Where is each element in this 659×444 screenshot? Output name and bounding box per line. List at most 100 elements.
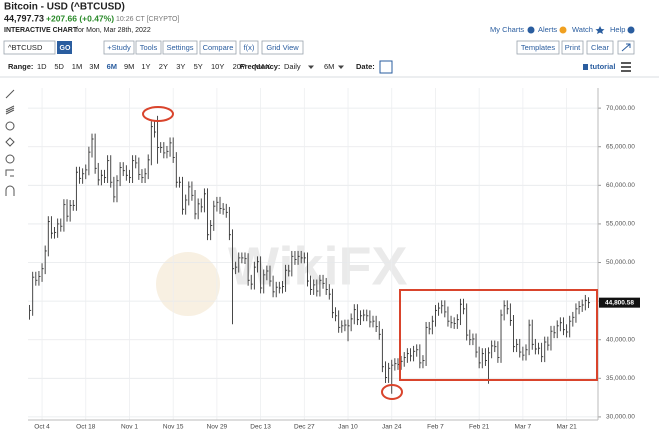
y-tick-label: 55,000.00 <box>606 221 635 228</box>
toolbar-button[interactable] <box>135 40 162 55</box>
go-button[interactable] <box>57 41 72 54</box>
toolbar-button-label: Grid View <box>266 43 299 52</box>
toolbar-button-label: Clear <box>591 43 609 52</box>
y-tick-label: 70,000.00 <box>606 105 635 112</box>
menu-icon[interactable] <box>621 62 631 72</box>
tool-icon <box>5 169 14 177</box>
change: +207.66 (+0.47%) <box>46 13 114 23</box>
highlight-box <box>399 289 598 381</box>
last-price-label: 44,800.58 <box>605 299 634 306</box>
range-bar: Range: 1D 5D 1M 3M 6M 9M 1Y 2Y 3Y 5Y 10Y 20Y MAXFrequ… <box>8 60 631 74</box>
tool-icon <box>5 137 15 147</box>
toolbar-button-label: Print <box>565 43 581 52</box>
y-tick-label: 60,000.00 <box>606 182 635 189</box>
header-links: My Charts Alerts Watch Help <box>490 25 635 34</box>
range-option[interactable]: 20Y <box>233 62 246 71</box>
x-tick-label: Nov 1 <box>121 424 138 431</box>
toolbar-button[interactable] <box>199 40 237 55</box>
range-option[interactable]: 3M <box>89 62 99 71</box>
link-icon <box>527 26 535 34</box>
symbol-text: ^BTCUSD <box>8 43 43 52</box>
toolbar-button[interactable] <box>586 40 614 55</box>
watermark-text: WikiFX <box>228 236 408 296</box>
tutorial-icon <box>583 64 588 70</box>
toolbar-button[interactable] <box>516 40 560 55</box>
range-option[interactable]: 10Y <box>211 62 224 71</box>
y-tick-label: 40,000.00 <box>606 336 635 343</box>
toolbar-button[interactable] <box>261 40 304 55</box>
header-link[interactable]: Watch <box>572 25 593 34</box>
x-tick-label: Mar 7 <box>515 424 532 431</box>
range-option[interactable]: 5D <box>54 62 64 71</box>
header-link[interactable]: My Charts <box>490 25 524 34</box>
tutorial-link[interactable]: tutorial <box>590 62 615 71</box>
tool-icon <box>5 154 15 164</box>
last-price-tag <box>599 297 640 308</box>
link-icon <box>627 26 635 34</box>
toolbar-button-label: Compare <box>203 43 234 52</box>
y-tick-label: 35,000.00 <box>606 375 635 382</box>
x-tick-label: Nov 15 <box>163 424 184 431</box>
x-tick-label: Mar 21 <box>556 424 577 431</box>
dropdown-arrow <box>338 65 344 69</box>
x-tick-label: Oct 18 <box>76 424 96 431</box>
chart-date: for Mon, Mar 28th, 2022 <box>76 27 151 34</box>
dropdown-arrow <box>308 65 314 69</box>
toolbar-button[interactable] <box>239 40 259 55</box>
date-label: Date: <box>356 62 375 71</box>
x-tick-label: Dec 13 <box>250 424 271 431</box>
watermark-logo <box>156 252 220 316</box>
range-option[interactable]: 9M <box>124 62 134 71</box>
period-select[interactable]: 6M <box>324 62 334 71</box>
link-icon <box>595 26 605 34</box>
range-option[interactable]: 1Y <box>141 62 150 71</box>
plot: 30,000.0035,000.0040,000.0045,000.0050,0… <box>28 88 640 431</box>
x-tick-label: Feb 21 <box>469 424 490 431</box>
highlight-ellipse <box>381 384 403 400</box>
range-label: Range: <box>8 62 33 71</box>
symbol-input[interactable] <box>3 40 56 55</box>
x-tick-label: Nov 29 <box>207 424 228 431</box>
range-option[interactable]: 1M <box>72 62 82 71</box>
frequency-label: Frequency: <box>240 62 280 71</box>
toolbar-button[interactable] <box>561 40 584 55</box>
toolbar-button-label: f(x) <box>244 43 255 52</box>
range-option[interactable]: 6M <box>107 62 117 71</box>
y-tick-label: 50,000.00 <box>606 259 635 266</box>
toolbar-button-label: Tools <box>140 43 158 52</box>
toolbar: ^BTCUSD GO +Study Tools Settings Compare f(x) G… <box>3 40 635 55</box>
x-tick-label: Feb 7 <box>427 424 444 431</box>
go-label: GO <box>60 45 71 52</box>
chart-label: INTERACTIVE CHART <box>4 27 78 34</box>
header-link[interactable]: Help <box>610 25 625 34</box>
drawing-tools <box>5 89 15 196</box>
range-option[interactable]: 2Y <box>159 62 168 71</box>
calendar-button[interactable] <box>379 60 393 74</box>
frequency-select[interactable]: Daily <box>284 62 301 71</box>
range-option[interactable]: 5Y <box>194 62 203 71</box>
range-option[interactable]: 3Y <box>176 62 185 71</box>
x-tick-label: Oct 4 <box>34 424 50 431</box>
tool-icon <box>5 89 15 99</box>
x-tick-label: Dec 27 <box>294 424 315 431</box>
header-link[interactable]: Alerts <box>538 25 557 34</box>
range-option[interactable]: 1D <box>37 62 47 71</box>
tool-icon <box>5 105 15 115</box>
toolbar-button[interactable] <box>162 40 198 55</box>
range-option[interactable]: MAX <box>254 62 270 71</box>
highlight-ellipse <box>142 106 174 122</box>
tool-icon <box>5 121 15 131</box>
y-tick-label: 30,000.00 <box>606 414 635 421</box>
time: 10:26 CT [CRYPTO] <box>116 16 179 23</box>
expand-icon <box>621 43 631 52</box>
toolbar-button-label: +Study <box>107 43 131 52</box>
x-tick-label: Jan 24 <box>382 424 402 431</box>
toolbar-button-label: Settings <box>166 43 193 52</box>
toolbar-button[interactable] <box>103 40 135 55</box>
watermark: WikiFX <box>156 236 408 316</box>
link-icon <box>559 26 567 34</box>
tool-icon <box>5 185 15 196</box>
